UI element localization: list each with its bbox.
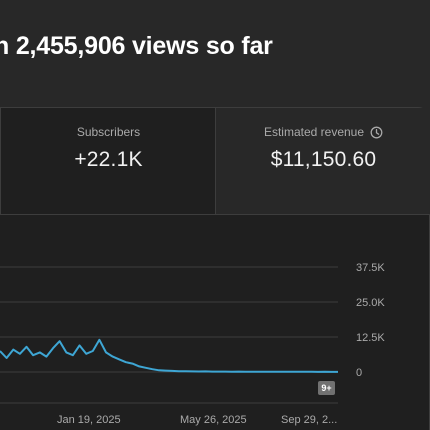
- clock-icon: [370, 126, 383, 139]
- x-tick-label: May 26, 2025: [180, 414, 247, 426]
- y-tick-label: 37.5K: [356, 262, 385, 274]
- y-tick-label: 12.5K: [356, 332, 385, 344]
- metric-value: +22.1K: [74, 148, 143, 171]
- notification-badge[interactable]: 9+: [318, 381, 335, 395]
- metric-label-text: Subscribers: [76, 125, 141, 139]
- series-line: [0, 338, 338, 373]
- metric-label: Estimated revenue: [216, 125, 430, 139]
- views-headline: n 2,455,906 views so far: [0, 32, 273, 60]
- metric-label-text: Estimated revenue: [263, 125, 365, 139]
- metrics-divider: [0, 214, 430, 215]
- metric-tab-subscribers[interactable]: Subscribers +22.1K: [0, 108, 216, 214]
- metrics-row: Subscribers +22.1K Estimated revenue $11…: [0, 108, 430, 214]
- y-tick-label: 25.0K: [356, 297, 385, 309]
- x-tick-label: Sep 29, 2...: [281, 414, 337, 426]
- y-tick-label: 0: [356, 367, 362, 379]
- metric-label: Subscribers: [1, 125, 216, 139]
- line-chart: 37.5K 25.0K 12.5K 0 Jan 19, 2025 May 26, 2025…: [0, 262, 385, 426]
- metric-value: $11,150.60: [270, 148, 377, 171]
- metric-tab-estimated-revenue[interactable]: Estimated revenue $11,150.60: [215, 108, 430, 214]
- x-tick-label: Jan 19, 2025: [57, 414, 121, 426]
